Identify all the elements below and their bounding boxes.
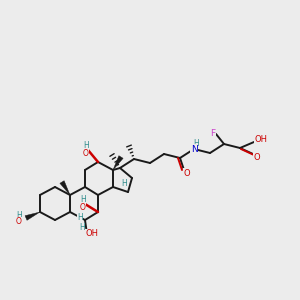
Text: O: O [83,148,89,158]
Text: OH: OH [254,136,268,145]
Text: N: N [190,145,197,154]
Text: O: O [16,218,22,226]
Text: O: O [184,169,190,178]
Text: H: H [83,142,89,151]
Polygon shape [25,212,40,220]
Text: H: H [121,178,127,188]
Text: H: H [193,139,199,148]
Text: O: O [80,202,86,211]
Text: H: H [77,214,83,223]
Text: H: H [16,211,22,220]
Text: OH: OH [85,230,98,238]
Polygon shape [113,156,123,170]
Text: H: H [79,224,85,232]
Text: H: H [80,196,86,205]
Text: F: F [210,128,216,137]
Polygon shape [60,181,70,195]
Text: O: O [254,152,260,161]
